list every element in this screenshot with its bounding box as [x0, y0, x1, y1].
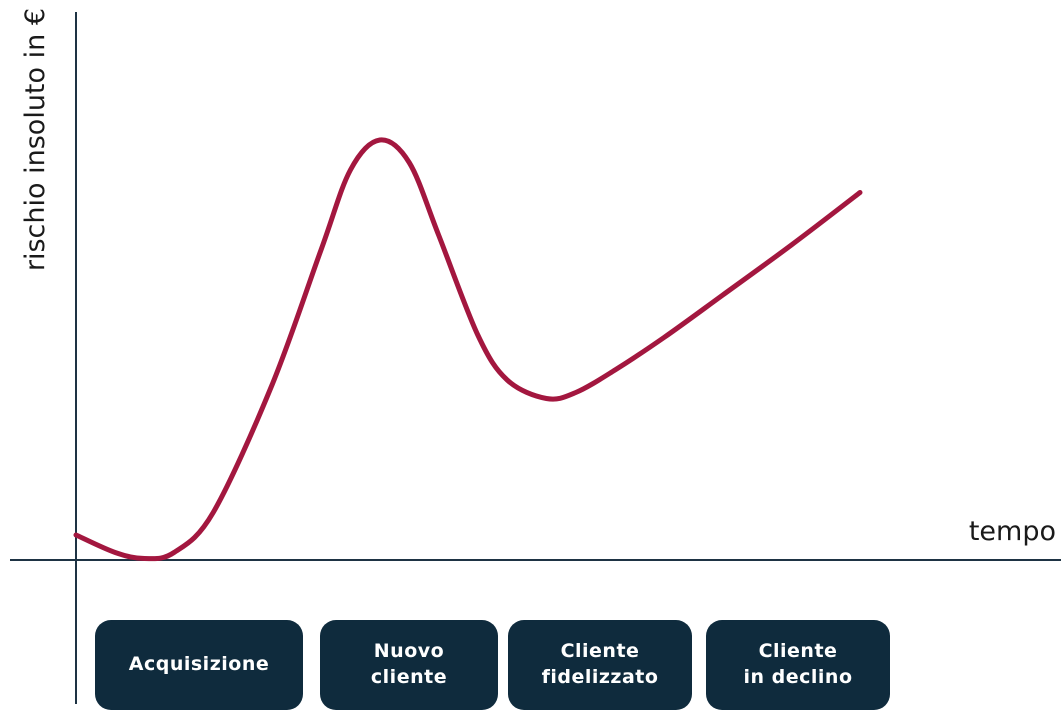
phase-cliente-in-declino: Cliente in declino [706, 620, 890, 710]
phase-cliente-fidelizzato: Cliente fidelizzato [508, 620, 692, 710]
x-axis-label: tempo [969, 516, 1056, 547]
risk-curve-line [73, 137, 863, 562]
y-axis-label: rischio insoluto in € [20, 8, 51, 271]
phase-acquisizione: Acquisizione [95, 620, 303, 710]
phase-nuovo-cliente: Nuovo cliente [320, 620, 498, 710]
